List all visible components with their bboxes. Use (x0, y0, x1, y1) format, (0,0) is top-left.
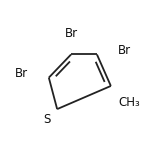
Text: Br: Br (118, 44, 131, 57)
Text: CH₃: CH₃ (118, 96, 140, 109)
Text: S: S (43, 113, 51, 126)
Text: Br: Br (14, 67, 28, 80)
Text: Br: Br (65, 27, 78, 40)
